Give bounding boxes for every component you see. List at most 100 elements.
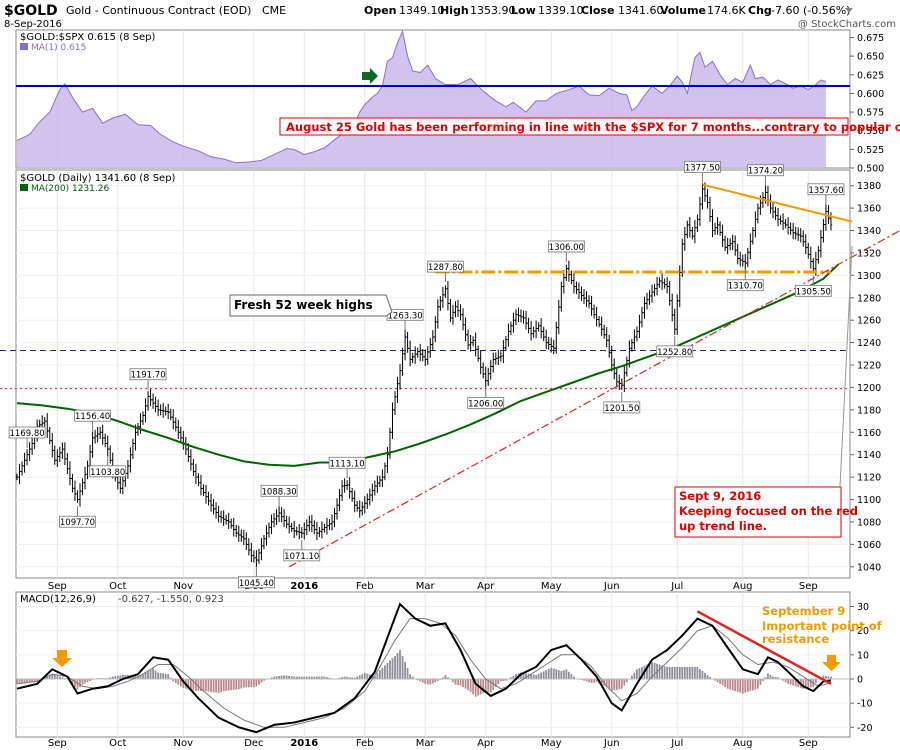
ratio-note: August 25 Gold has been performing in li… (286, 120, 900, 134)
macd-histogram-bar (555, 669, 558, 679)
macd-xtick-label: Jun (603, 738, 620, 749)
macd-histogram-bar (116, 675, 119, 679)
sept9-note-box (674, 486, 842, 538)
macd-histogram-bar (583, 679, 585, 681)
macd-histogram-bar (462, 679, 464, 688)
macd-histogram-bar (814, 679, 817, 684)
price-callout-label: 1263.30 (388, 311, 423, 321)
price-panel (0, 182, 900, 568)
macd-histogram-bar (237, 679, 240, 690)
macd-histogram-bar (676, 666, 679, 679)
macd-histogram-bar (207, 679, 210, 692)
macd-histogram-bar (404, 662, 406, 679)
volume-label: Volume (660, 4, 706, 17)
macd-histogram-bar (164, 673, 167, 679)
price-ytick-label: 1340 (857, 226, 881, 237)
price-callout-box (237, 576, 275, 589)
macd-histogram-bar (235, 679, 238, 690)
macd-histogram-bar (759, 679, 762, 685)
macd-histogram-bar (696, 666, 699, 679)
macd-histogram-bar (641, 666, 643, 679)
ratio-ytick-label: 0.625 (857, 70, 884, 81)
macd-histogram-bar (232, 679, 235, 690)
macd-histogram-bar (189, 679, 192, 690)
ma200-line (16, 263, 840, 467)
macd-histogram-bar (731, 679, 734, 691)
macd-histogram-bar (283, 675, 286, 679)
macd-histogram-bar (699, 668, 701, 679)
sept9-line3: up trend line. (679, 519, 767, 533)
ratio-title: $GOLD:$SPX 0.615 (8 Sep) (20, 32, 155, 43)
macd-histogram-bar (615, 679, 618, 690)
macd-ytick-label: 20 (857, 626, 869, 637)
macd-histogram-bar (671, 666, 674, 679)
orange-resistance-line (702, 183, 853, 223)
macd-histogram-bar (600, 679, 603, 685)
ratio-ytick-label: 0.675 (857, 33, 884, 44)
macd-histogram-bar (109, 677, 112, 679)
macd-histogram-bar (792, 679, 795, 686)
macd-histogram-bar (28, 679, 31, 683)
macd-histogram-bar (225, 679, 228, 691)
macd-histogram-bar (51, 674, 54, 679)
macd-histogram-bar (487, 679, 490, 693)
macd-histogram-bar (782, 679, 784, 681)
macd-histogram-bar (295, 676, 298, 679)
price-callout: 1377.50 (684, 160, 721, 183)
macd-histogram-bar (751, 679, 754, 691)
macd-histogram-bar (79, 679, 81, 688)
macd-histogram-bar (787, 679, 790, 684)
macd-histogram-bar (691, 666, 694, 679)
macd-histogram-bar (809, 679, 812, 688)
price-callout-label: 1310.70 (728, 282, 763, 292)
macd-histogram-bar (565, 669, 568, 679)
open-value: 1349.10 (399, 4, 445, 17)
macd-histogram-bar (457, 679, 459, 686)
macd-histogram-bar (273, 676, 275, 679)
macd-histogram-bar (152, 668, 154, 679)
macd-histogram-bar (240, 679, 243, 689)
macd-histogram-bar (419, 679, 422, 682)
macd-histogram-bar (542, 671, 545, 679)
macd-histogram-bar (489, 679, 492, 693)
price-ytick-label: 1180 (857, 405, 881, 416)
open-label: Open (364, 4, 397, 17)
price-ytick-label: 1160 (857, 428, 881, 439)
macd-histogram-bar (532, 674, 535, 679)
sept9-line1: Sept 9, 2016 (679, 489, 761, 503)
macd-histogram-bar (764, 677, 767, 679)
macd-histogram-bar (693, 666, 696, 679)
macd-histogram-bar (368, 674, 371, 679)
price-callout-box (684, 160, 721, 173)
ratio-line (16, 29, 827, 164)
macd-xtick-label: Jul (670, 738, 683, 749)
ratio-ytick-label: 0.525 (857, 145, 884, 156)
macd-histogram-bar (648, 663, 651, 679)
volume-value: 174.6K (707, 4, 746, 17)
macd-histogram-bar (187, 679, 190, 690)
price-xtick-label: Sep (799, 581, 818, 592)
macd-histogram-bar (169, 677, 172, 679)
macd-histogram-bar (53, 674, 56, 679)
macd-histogram-bar (510, 677, 512, 679)
sept9-note: Sept 9, 2016 Keeping focused on the red … (674, 245, 858, 538)
chevron-down-icon[interactable] (845, 8, 853, 13)
macd-histogram-bar (701, 670, 704, 679)
macd-histogram-bar (230, 679, 233, 691)
macd-panel-frame (15, 591, 851, 738)
price-ytick-label: 1380 (857, 181, 881, 192)
macd-histogram-bar (482, 679, 485, 694)
macd-histogram-bar (431, 679, 434, 684)
high-value: 1353.90 (470, 4, 516, 17)
price-panel-frame (15, 169, 851, 579)
macd-histogram-bar (573, 676, 575, 679)
macd-histogram-bar (121, 674, 124, 679)
macd-histogram-bar (567, 671, 570, 679)
macd-histogram-bar (48, 675, 51, 679)
macd-histogram-bar (784, 679, 787, 683)
macd-histogram-bar (353, 677, 356, 679)
macd-panel (16, 602, 850, 734)
macd-histogram-bar (124, 674, 127, 679)
exchange-label: CME (262, 4, 286, 17)
price-xtick-label: Feb (356, 581, 374, 592)
